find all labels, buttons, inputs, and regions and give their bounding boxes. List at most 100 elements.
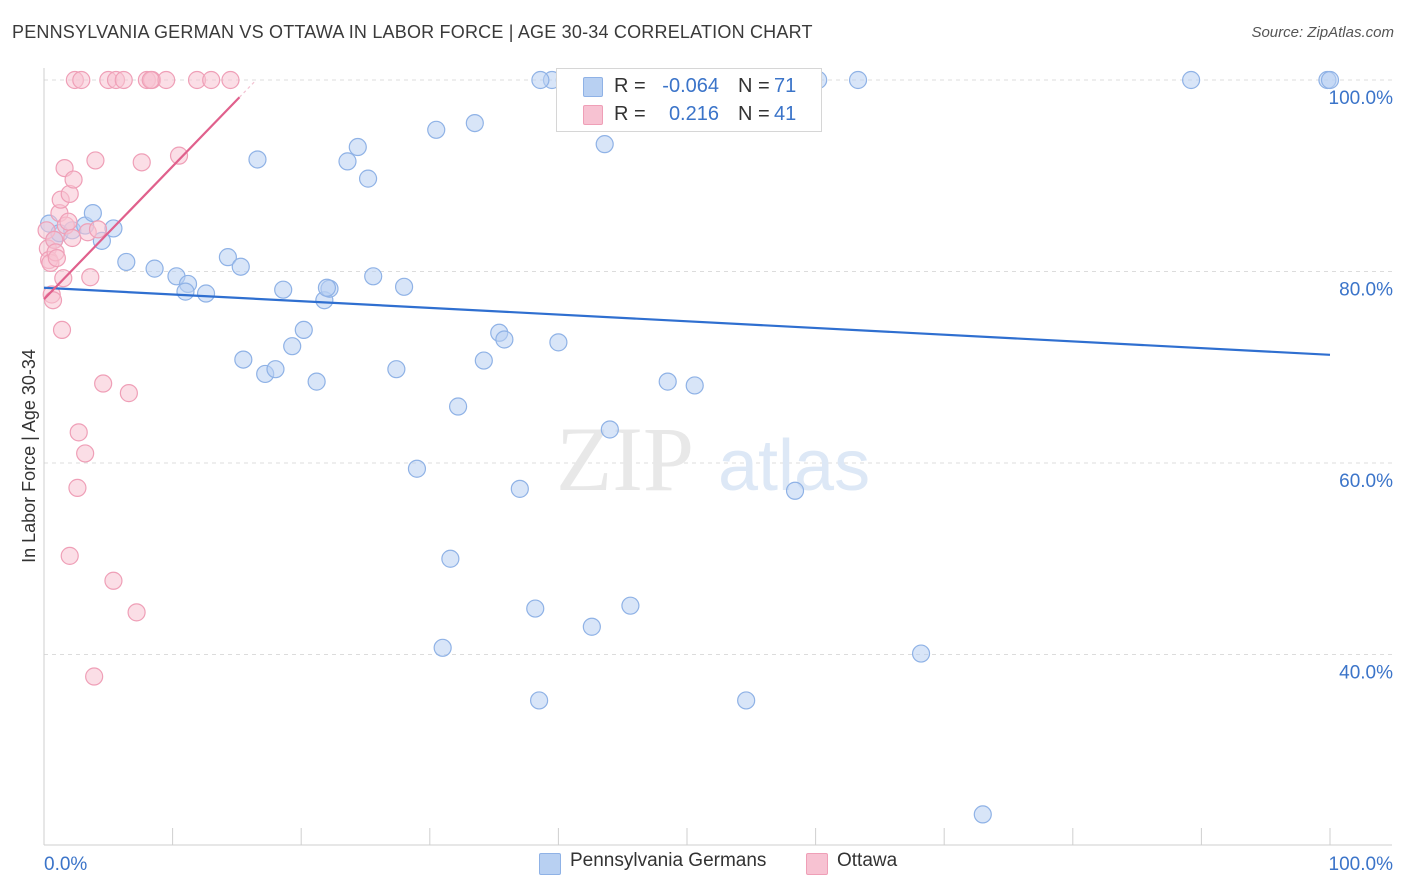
point-ottawa [169, 146, 189, 165]
trend-line-ottawa-extension [239, 79, 257, 98]
bottom-legend-pennsylvania-germans: Pennsylvania Germans [570, 850, 767, 871]
point-pennsylvania-germans [595, 135, 614, 154]
point-ottawa [141, 70, 160, 90]
point-pennsylvania-germans [294, 320, 313, 340]
point-pennsylvania-germans [234, 350, 253, 369]
series-ottawa [37, 70, 240, 686]
point-pennsylvania-germans [83, 203, 102, 223]
point-pennsylvania-germans [387, 360, 406, 379]
x-tick-labels: 0.0% 100.0% [44, 854, 1393, 875]
trend-line-ottawa [43, 96, 241, 301]
bottom-legend-ottawa: Ottawa [837, 850, 898, 871]
point-ottawa [127, 603, 146, 622]
gridlines [44, 79, 1392, 655]
point-pennsylvania-germans [358, 169, 378, 188]
point-pennsylvania-germans [465, 113, 484, 133]
point-pennsylvania-germans [621, 596, 640, 615]
bottom-legend-swatch-pink [806, 853, 828, 875]
y-tick-label: 60.0% [1339, 471, 1393, 492]
legend-r-label: R = [614, 103, 646, 125]
trend-line-pennsylvania-germans [43, 286, 1331, 356]
point-pennsylvania-germans [407, 459, 427, 478]
point-pennsylvania-germans [510, 479, 529, 498]
point-pennsylvania-germans [307, 372, 326, 391]
point-pennsylvania-germans [231, 257, 250, 276]
point-ottawa [43, 291, 63, 310]
point-pennsylvania-germans [448, 397, 468, 416]
x-tick-label: 100.0% [1329, 854, 1394, 875]
legend: R = -0.064 N = 71 R = 0.216 N = 41 [556, 68, 822, 132]
point-pennsylvania-germans [196, 284, 216, 303]
point-ottawa [132, 153, 151, 172]
y-axis-label: In Labor Force | Age 30-34 [19, 349, 39, 563]
point-pennsylvania-germans [117, 252, 136, 272]
point-pennsylvania-germans [441, 549, 460, 568]
point-ottawa [119, 384, 138, 403]
point-ottawa [59, 212, 78, 231]
legend-r-label: R = [614, 75, 646, 97]
point-pennsylvania-germans [973, 805, 992, 824]
legend-n-label: N = [738, 75, 770, 97]
point-pennsylvania-germans [737, 691, 756, 710]
x-tick-label: 0.0% [44, 854, 87, 875]
point-ottawa [202, 70, 221, 90]
point-pennsylvania-germans [600, 420, 619, 439]
point-pennsylvania-germans [317, 278, 337, 297]
axes [43, 68, 1392, 846]
legend-row-ottawa: R = 0.216 N = 41 [557, 101, 821, 129]
point-ottawa [157, 70, 176, 90]
point-ottawa [64, 170, 83, 189]
y-tick-labels: 40.0% 60.0% 80.0% 100.0% [1329, 88, 1394, 684]
bottom-legend-swatch-blue [539, 853, 561, 875]
point-pennsylvania-germans [427, 120, 446, 139]
point-ottawa [94, 374, 113, 393]
point-pennsylvania-germans [582, 617, 601, 636]
point-ottawa [52, 320, 72, 340]
point-ottawa [68, 478, 87, 497]
point-pennsylvania-germans [338, 152, 357, 171]
legend-n-label: N = [738, 103, 770, 125]
point-ottawa [221, 70, 240, 90]
point-pennsylvania-germans [394, 277, 414, 296]
point-ottawa [60, 546, 79, 565]
y-axis-label-group: In Labor Force | Age 30-34 [19, 349, 39, 563]
trend-lines [43, 79, 1331, 356]
point-pennsylvania-germans [848, 70, 868, 90]
point-pennsylvania-germans [530, 691, 549, 710]
legend-n-value: 71 [774, 75, 797, 97]
point-ottawa [81, 268, 100, 287]
legend-r-value: 0.216 [668, 103, 719, 125]
source-label: Source: ZipAtlas.com [1251, 24, 1394, 41]
legend-row-pennsylvania-germans: R = -0.064 N = 71 [557, 73, 821, 101]
chart-title: PENNSYLVANIA GERMAN VS OTTAWA IN LABOR F… [12, 22, 813, 42]
point-ottawa [72, 70, 91, 90]
point-pennsylvania-germans [549, 333, 568, 352]
point-ottawa [47, 248, 66, 268]
point-ottawa [85, 667, 104, 686]
point-pennsylvania-germans [433, 638, 452, 657]
point-ottawa [76, 444, 95, 463]
point-pennsylvania-germans [531, 70, 550, 90]
legend-swatch-pink [583, 105, 603, 125]
point-pennsylvania-germans [248, 150, 267, 169]
point-pennsylvania-germans [911, 644, 931, 663]
point-pennsylvania-germans [274, 280, 293, 299]
legend-swatch-blue [583, 77, 603, 97]
point-ottawa [114, 70, 133, 90]
point-pennsylvania-germans [348, 137, 367, 157]
point-pennsylvania-germans [218, 248, 237, 267]
point-ottawa [88, 220, 108, 239]
y-tick-label: 80.0% [1339, 280, 1393, 301]
point-pennsylvania-germans [364, 267, 383, 286]
point-pennsylvania-germans [176, 282, 195, 301]
y-tick-label: 100.0% [1329, 88, 1394, 109]
point-pennsylvania-germans [495, 330, 514, 349]
point-ottawa [69, 423, 88, 442]
watermark-zip: ZIP [556, 408, 694, 510]
point-pennsylvania-germans [474, 351, 493, 370]
point-pennsylvania-germans [785, 481, 805, 500]
point-pennsylvania-germans [685, 376, 704, 395]
legend-r-value: -0.064 [662, 75, 719, 97]
point-pennsylvania-germans [266, 360, 285, 379]
